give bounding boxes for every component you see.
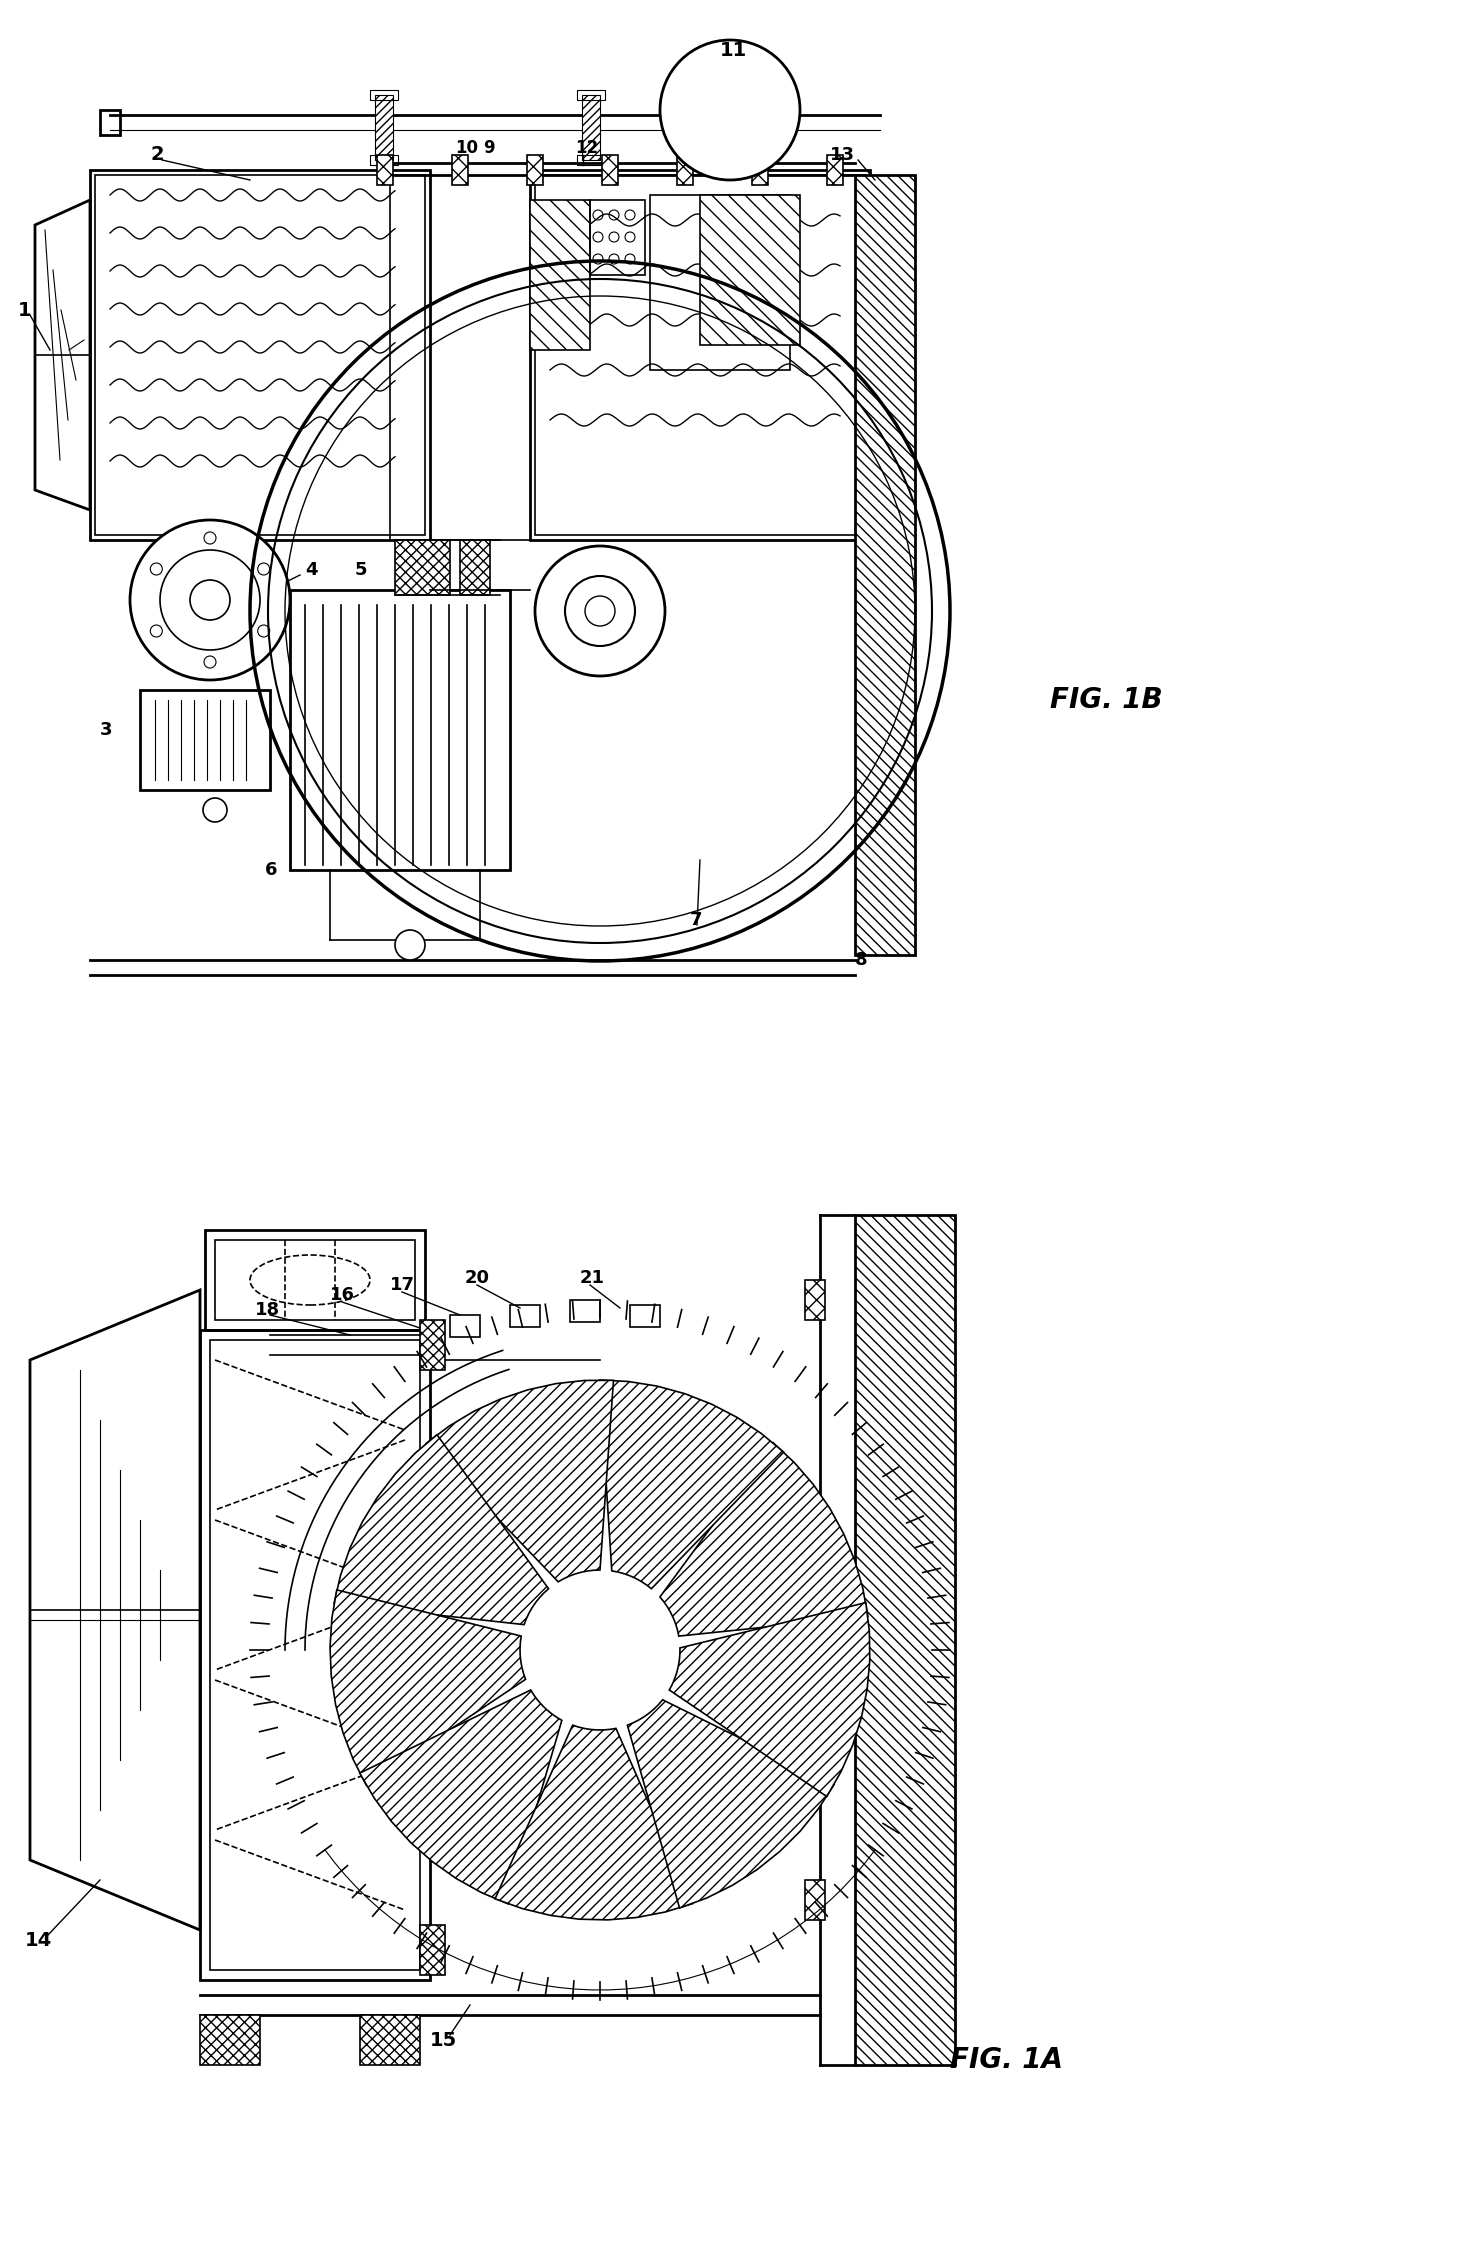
Bar: [201, 1329, 430, 1981]
Bar: [460, 540, 490, 595]
Bar: [577, 90, 605, 99]
Text: 11: 11: [720, 41, 747, 59]
Text: 7: 7: [690, 911, 703, 929]
Bar: [530, 199, 590, 350]
Text: 21: 21: [580, 1268, 605, 1287]
Circle shape: [395, 929, 425, 961]
Text: 10: 10: [455, 138, 479, 156]
Text: 5: 5: [354, 561, 367, 579]
Bar: [602, 156, 618, 185]
Bar: [395, 540, 449, 595]
Text: 6: 6: [265, 861, 278, 880]
Text: 8: 8: [855, 952, 868, 970]
Text: 16: 16: [329, 1287, 354, 1305]
Bar: [590, 199, 646, 276]
Text: 13: 13: [830, 147, 855, 165]
Polygon shape: [660, 1443, 868, 1637]
Circle shape: [660, 41, 799, 181]
Bar: [509, 1305, 540, 1327]
Bar: [215, 1239, 414, 1320]
Bar: [752, 156, 769, 185]
Bar: [420, 1924, 445, 1976]
Bar: [141, 690, 269, 789]
Polygon shape: [360, 1689, 562, 1904]
Bar: [650, 194, 791, 371]
Bar: [378, 156, 392, 185]
Text: 15: 15: [430, 2030, 457, 2048]
Polygon shape: [426, 1379, 613, 1583]
Bar: [205, 1230, 425, 1329]
Text: 12: 12: [575, 138, 599, 156]
Bar: [201, 2015, 261, 2064]
Bar: [95, 174, 425, 536]
Bar: [569, 1300, 600, 1323]
Bar: [805, 1879, 826, 1920]
Circle shape: [203, 798, 227, 823]
Text: 2: 2: [149, 145, 164, 165]
Polygon shape: [628, 1700, 834, 1908]
Text: 18: 18: [255, 1300, 280, 1318]
Text: 14: 14: [25, 1931, 53, 1949]
Bar: [534, 174, 865, 536]
Text: 4: 4: [305, 561, 318, 579]
Polygon shape: [669, 1603, 870, 1797]
Bar: [420, 1320, 445, 1370]
Circle shape: [190, 581, 230, 620]
Bar: [209, 1341, 420, 1969]
Bar: [700, 194, 799, 346]
Text: 9: 9: [483, 138, 495, 156]
Bar: [676, 156, 692, 185]
Circle shape: [130, 520, 290, 681]
Bar: [630, 1305, 660, 1327]
Bar: [452, 156, 468, 185]
Polygon shape: [599, 1379, 783, 1589]
Circle shape: [160, 549, 261, 649]
Text: FIG. 1B: FIG. 1B: [1050, 685, 1162, 714]
Bar: [360, 2015, 420, 2064]
Text: 1: 1: [18, 301, 32, 319]
Bar: [530, 170, 870, 540]
Polygon shape: [329, 1589, 526, 1786]
Bar: [577, 156, 605, 165]
Bar: [290, 590, 509, 870]
Circle shape: [565, 577, 635, 647]
Bar: [375, 95, 392, 161]
Text: FIG. 1A: FIG. 1A: [950, 2046, 1063, 2073]
Polygon shape: [334, 1436, 549, 1626]
Bar: [100, 111, 120, 136]
Circle shape: [586, 597, 615, 626]
Text: 3: 3: [100, 721, 113, 739]
Polygon shape: [495, 1725, 692, 1920]
Bar: [583, 95, 600, 161]
Bar: [855, 1214, 955, 2064]
Bar: [827, 156, 843, 185]
Text: 20: 20: [466, 1268, 490, 1287]
Text: 17: 17: [389, 1275, 414, 1293]
Bar: [449, 1316, 480, 1336]
Bar: [855, 174, 915, 954]
Bar: [805, 1280, 826, 1320]
Bar: [527, 156, 543, 185]
Circle shape: [534, 545, 665, 676]
Bar: [370, 156, 398, 165]
Bar: [89, 170, 430, 540]
Bar: [370, 90, 398, 99]
